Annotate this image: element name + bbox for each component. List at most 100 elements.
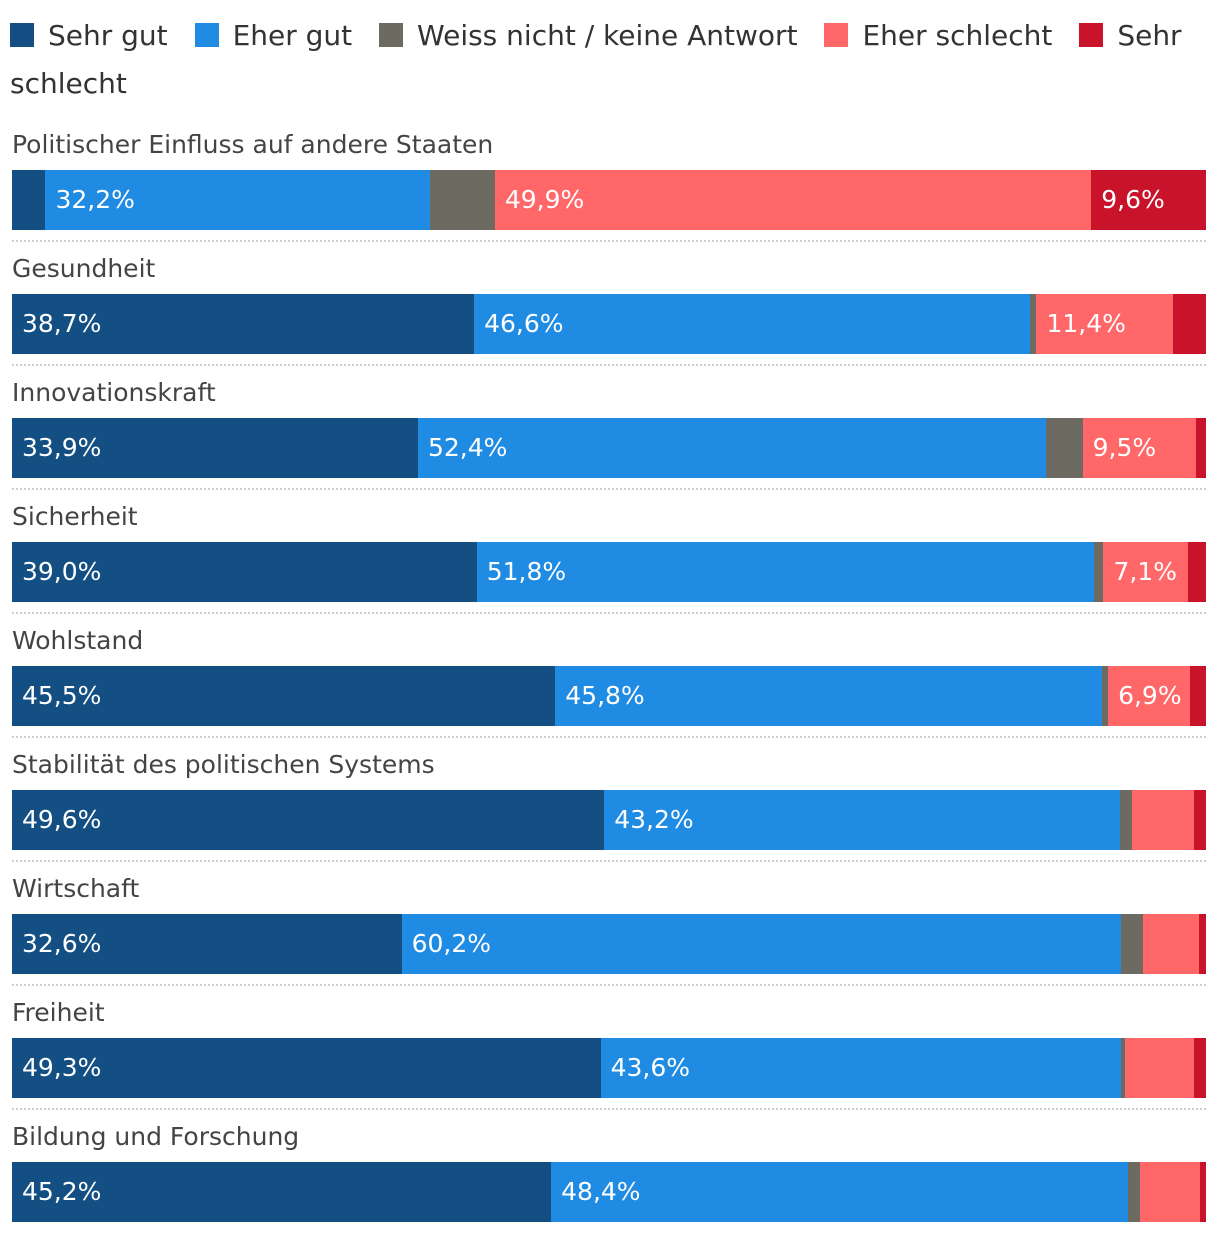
bar-segment-eher-schlecht[interactable]: 49,9%: [494, 170, 1092, 230]
row-divider: [12, 612, 1206, 614]
legend-item-sehr-gut[interactable]: Sehr gut: [10, 19, 168, 52]
bar-segment-sehr-schlecht[interactable]: [1188, 542, 1206, 602]
legend-label: Sehr gut: [48, 19, 168, 52]
data-label: 45,2%: [22, 1177, 102, 1206]
data-label: 6,9%: [1118, 681, 1182, 710]
bar-segment-sehr-schlecht[interactable]: 9,6%: [1091, 170, 1206, 230]
legend-swatch: [10, 23, 34, 47]
data-label: 7,1%: [1113, 557, 1177, 586]
bar-segment-eher-schlecht[interactable]: [1140, 1162, 1200, 1222]
stacked-bar: 49,6% 43,2%: [12, 790, 1206, 850]
legend-swatch: [194, 23, 219, 47]
bar-row-politischer-einfluss-auf-andere-staaten: Politischer Einfluss auf andere Staaten 3…: [12, 124, 1208, 248]
bar-segment-eher-schlecht[interactable]: 7,1%: [1103, 542, 1189, 602]
bar-row-wirtschaft: Wirtschaft 32,6% 60,2%: [12, 868, 1208, 992]
bar-segment-sehr-gut[interactable]: 49,3%: [12, 1038, 601, 1098]
legend-label: Eher gut: [232, 19, 353, 52]
data-label: 48,4%: [561, 1177, 641, 1206]
bar-segment-sehr-schlecht[interactable]: [1196, 418, 1206, 478]
bar-segment-eher-gut[interactable]: 52,4%: [417, 418, 1046, 478]
bar-segment-eher-gut[interactable]: 60,2%: [401, 914, 1122, 974]
data-label: 38,7%: [22, 309, 102, 338]
row-divider: [12, 488, 1206, 490]
bar-segment-eher-gut[interactable]: 43,2%: [604, 790, 1121, 850]
bar-segment-weiss-nicht-keine-antwort[interactable]: [1121, 914, 1143, 974]
legend-item-eher-schlecht[interactable]: Eher schlecht: [824, 19, 1052, 52]
legend-label: Weiss nicht / keine Antwort: [417, 19, 798, 52]
bar-segment-sehr-gut[interactable]: 38,7%: [12, 294, 475, 354]
stacked-bar: 32,2% 49,9% 9,6%: [12, 170, 1206, 230]
bar-segment-eher-gut[interactable]: 45,8%: [555, 666, 1103, 726]
bar-segment-eher-gut[interactable]: 46,6%: [474, 294, 1031, 354]
data-label: 49,9%: [504, 185, 585, 214]
row-divider: [12, 1108, 1206, 1110]
data-label: 32,2%: [55, 185, 135, 214]
legend-label: Sehr schlecht: [10, 19, 1182, 100]
category-label: Innovationskraft: [12, 378, 216, 407]
bar-segment-eher-schlecht[interactable]: 9,5%: [1082, 418, 1197, 478]
bar-segment-weiss-nicht-keine-antwort[interactable]: [1120, 790, 1132, 850]
data-label: 49,3%: [22, 1053, 102, 1082]
bar-segment-sehr-schlecht[interactable]: [1194, 1038, 1206, 1098]
data-label: 51,8%: [486, 557, 567, 586]
stacked-bar: 49,3% 43,6%: [12, 1038, 1206, 1098]
data-label: 45,5%: [22, 681, 102, 710]
stacked-bar: 33,9% 52,4% 9,5%: [12, 418, 1206, 478]
bar-segment-eher-schlecht[interactable]: 11,4%: [1036, 294, 1173, 354]
bar-segment-eher-schlecht[interactable]: [1131, 790, 1195, 850]
legend-item-eher-gut[interactable]: Eher gut: [194, 19, 353, 52]
data-label: 9,5%: [1092, 433, 1157, 462]
bar-segment-sehr-schlecht[interactable]: [1172, 294, 1206, 354]
bar-segment-eher-gut[interactable]: 51,8%: [476, 542, 1094, 602]
legend-swatch: [379, 23, 404, 47]
row-divider: [12, 240, 1206, 242]
bar-segment-weiss-nicht-keine-antwort[interactable]: [1121, 1038, 1125, 1098]
bar-segment-sehr-gut[interactable]: 39,0%: [12, 542, 477, 602]
bar-segment-sehr-schlecht[interactable]: [1190, 666, 1206, 726]
category-label: Gesundheit: [12, 254, 156, 283]
category-label: Wohlstand: [12, 626, 144, 655]
stacked-bar: 45,2% 48,4%: [12, 1162, 1206, 1222]
bar-segment-sehr-schlecht[interactable]: [1194, 790, 1206, 850]
bar-segment-weiss-nicht-keine-antwort[interactable]: [1102, 666, 1109, 726]
chart-legend: Sehr gut Eher gut Weiss nicht / keine An…: [10, 12, 1210, 108]
legend-label: Eher schlecht: [862, 19, 1053, 52]
bar-segment-sehr-gut[interactable]: 32,6%: [12, 914, 402, 974]
stacked-bar: 38,7% 46,6% 11,4%: [12, 294, 1206, 354]
bar-segment-sehr-gut[interactable]: 45,2%: [12, 1162, 552, 1222]
bar-row-wohlstand: Wohlstand 45,5% 45,8% 6,9%: [12, 620, 1208, 744]
bar-segment-weiss-nicht-keine-antwort[interactable]: [1093, 542, 1104, 602]
data-label: 33,9%: [22, 433, 102, 462]
bar-segment-eher-schlecht[interactable]: 6,9%: [1108, 666, 1191, 726]
data-label: 11,4%: [1046, 309, 1126, 338]
bar-segment-weiss-nicht-keine-antwort[interactable]: [1045, 418, 1083, 478]
legend-item-sehr-schlecht[interactable]: Sehr schlecht: [10, 19, 1182, 100]
bar-segment-eher-gut[interactable]: 43,6%: [600, 1038, 1122, 1098]
row-divider: [12, 860, 1206, 862]
bar-segment-sehr-gut[interactable]: 45,5%: [12, 666, 556, 726]
legend-swatch: [824, 23, 849, 47]
bar-segment-weiss-nicht-keine-antwort[interactable]: [1128, 1162, 1141, 1222]
bar-segment-sehr-schlecht[interactable]: [1198, 914, 1206, 974]
legend-swatch: [1079, 23, 1104, 47]
bar-row-bildung-und-forschung: Bildung und Forschung 45,2% 48,4%: [12, 1116, 1208, 1240]
legend-item-weiss-nicht-keine-antwort[interactable]: Weiss nicht / keine Antwort: [379, 19, 798, 52]
bar-row-gesundheit: Gesundheit 38,7% 46,6% 11,4%: [12, 248, 1208, 372]
category-label: Freiheit: [12, 998, 105, 1027]
bar-segment-eher-gut[interactable]: 32,2%: [45, 170, 431, 230]
bar-segment-weiss-nicht-keine-antwort[interactable]: [1030, 294, 1037, 354]
bar-segment-eher-schlecht[interactable]: [1124, 1038, 1195, 1098]
bar-segment-sehr-gut[interactable]: [12, 170, 46, 230]
bar-row-innovationskraft: Innovationskraft 33,9% 52,4% 9,5%: [12, 372, 1208, 496]
bar-segment-sehr-gut[interactable]: 33,9%: [12, 418, 418, 478]
category-label: Politischer Einfluss auf andere Staaten: [12, 130, 494, 159]
data-label: 45,8%: [565, 681, 645, 710]
bar-segment-weiss-nicht-keine-antwort[interactable]: [430, 170, 495, 230]
bar-segment-sehr-gut[interactable]: 49,6%: [12, 790, 605, 850]
row-divider: [12, 984, 1206, 986]
bar-segment-eher-gut[interactable]: 48,4%: [551, 1162, 1129, 1222]
data-label: 46,6%: [484, 309, 564, 338]
bar-segment-eher-schlecht[interactable]: [1142, 914, 1199, 974]
data-label: 39,0%: [22, 557, 102, 586]
bar-segment-sehr-schlecht[interactable]: [1200, 1162, 1206, 1222]
